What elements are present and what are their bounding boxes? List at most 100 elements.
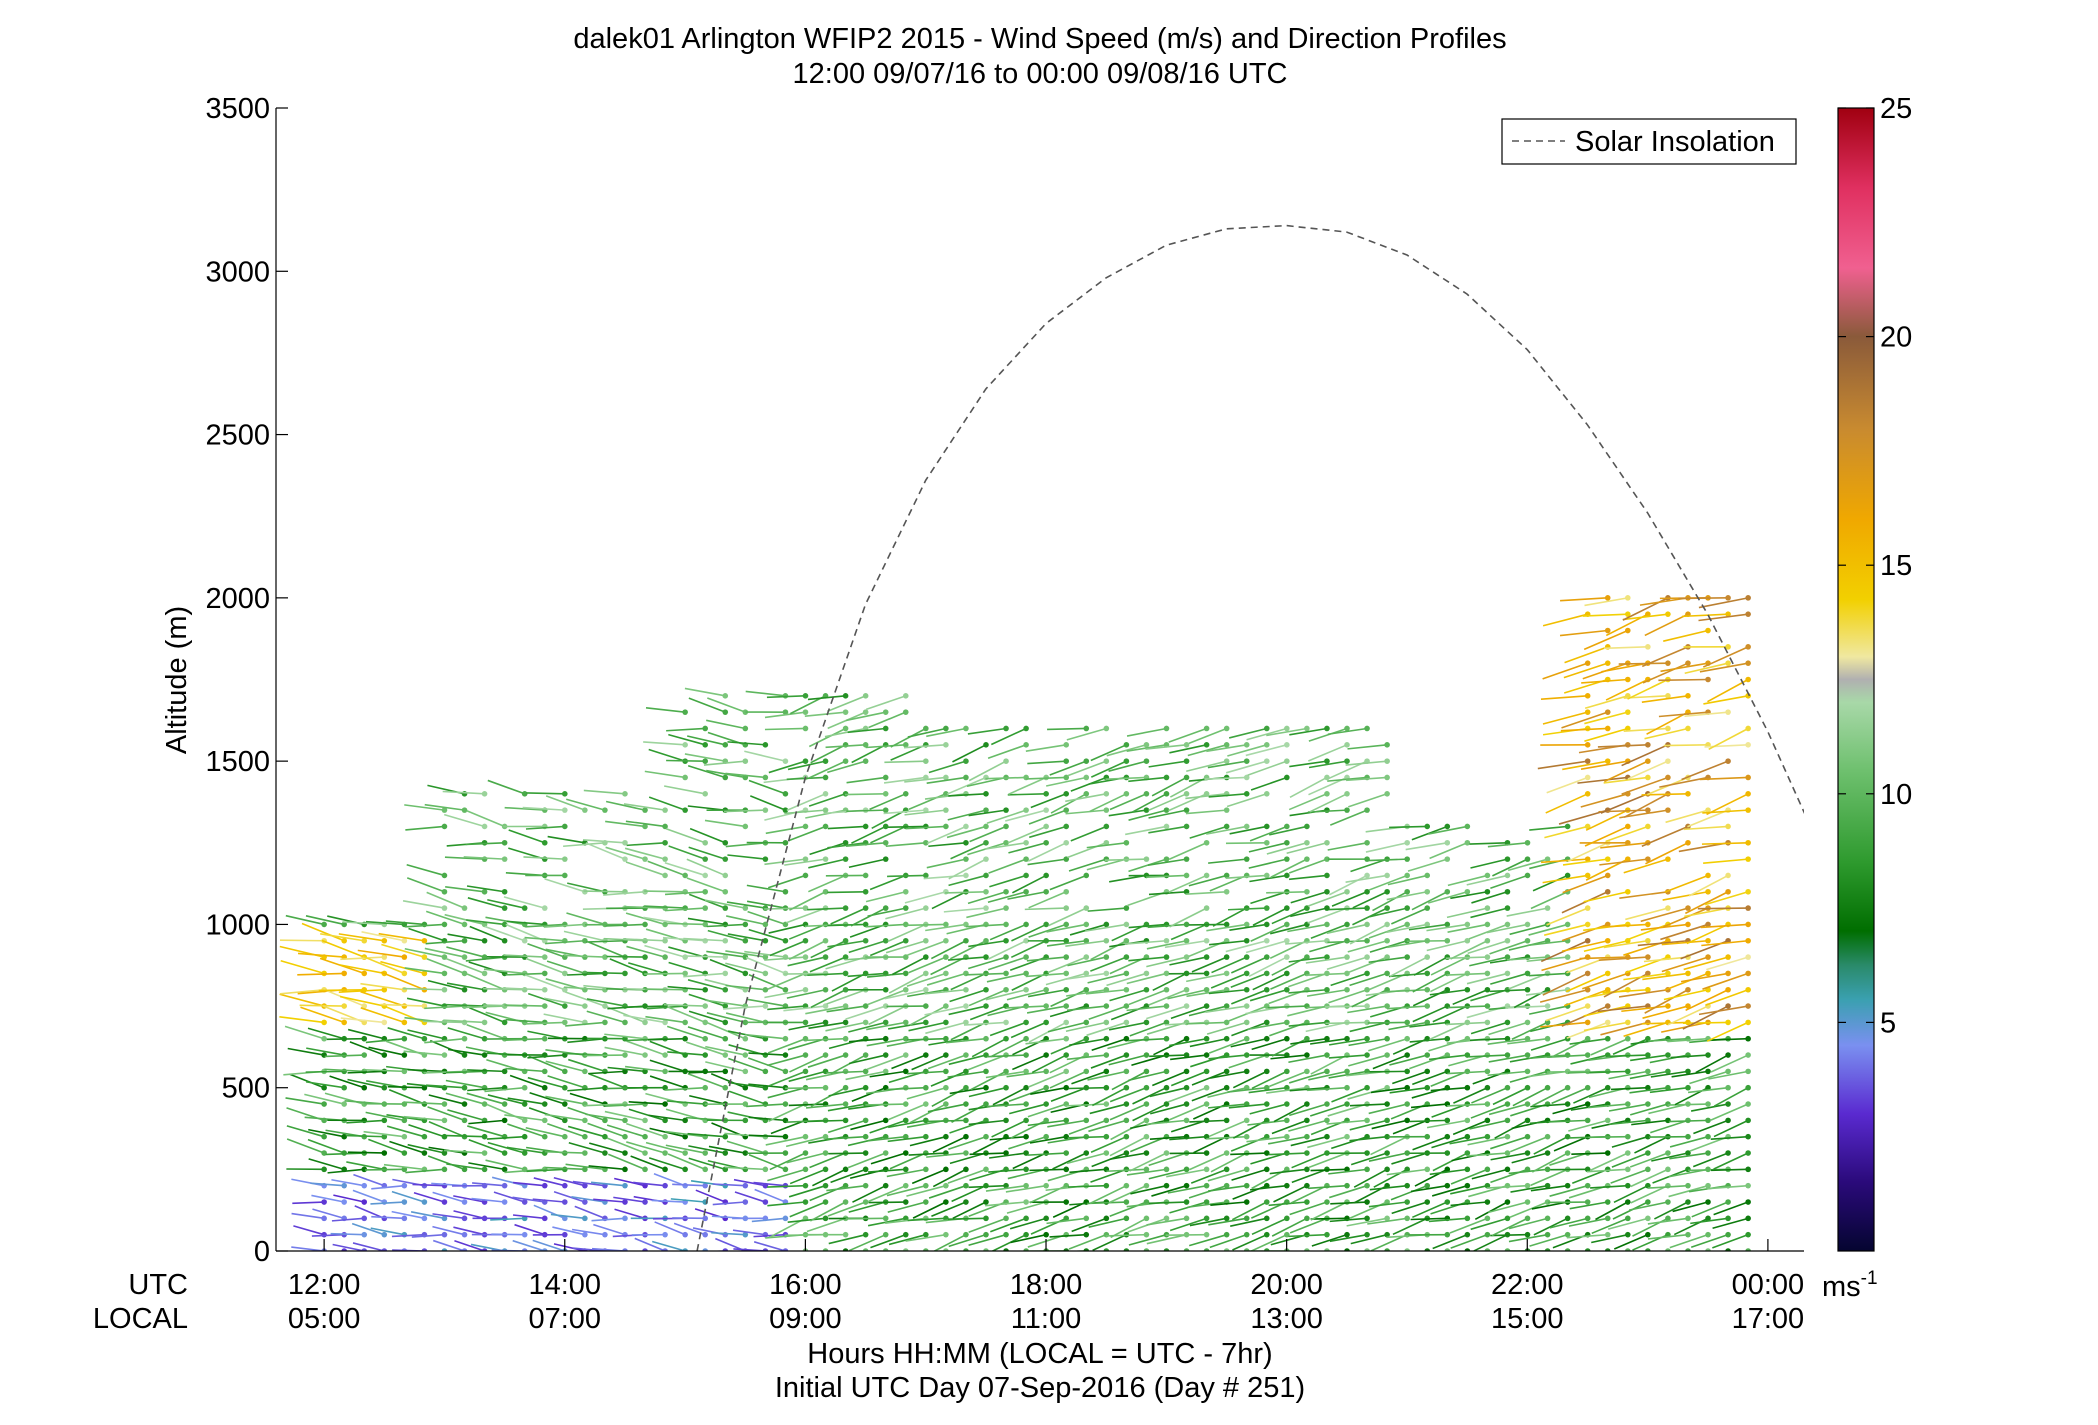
wind-barb-dot <box>1604 595 1611 601</box>
wind-barb-dot <box>1384 742 1390 748</box>
wind-barb <box>410 1211 445 1220</box>
wind-barb <box>1289 1201 1328 1216</box>
wind-barb <box>1530 1184 1568 1192</box>
wind-barb-dot <box>1083 986 1090 993</box>
wind-barb <box>947 1168 987 1184</box>
wind-barb <box>1225 939 1267 953</box>
wind-barb-dot <box>1665 774 1671 781</box>
wind-barb-dot <box>321 921 327 928</box>
wind-barb-dot <box>782 1052 789 1058</box>
wind-barb-dot <box>1023 1117 1029 1124</box>
wind-barb <box>563 841 605 848</box>
wind-barb <box>1610 1086 1648 1091</box>
wind-barb-dot <box>1023 1133 1029 1140</box>
wind-barb <box>906 825 946 830</box>
wind-barb <box>643 741 686 746</box>
wind-barb <box>504 806 545 811</box>
wind-barb <box>1091 1087 1127 1107</box>
wind-barb <box>291 1212 325 1220</box>
wind-barb <box>1251 1217 1288 1236</box>
wind-barb <box>1363 1250 1368 1251</box>
wind-barb-dot <box>1183 1084 1190 1091</box>
wind-barb <box>363 1130 405 1138</box>
wind-barb-dot <box>1223 888 1230 895</box>
wind-barb <box>672 1183 706 1187</box>
wind-barb <box>886 1184 927 1197</box>
wind-barb <box>1488 1201 1528 1214</box>
wind-barb <box>1047 727 1087 731</box>
wind-barb <box>1368 1103 1408 1115</box>
wind-barb-dot <box>481 986 488 993</box>
wind-barb-dot <box>521 1084 528 1091</box>
wind-barb <box>1011 972 1047 991</box>
wind-barb-dot <box>1464 1150 1471 1156</box>
wind-barb-dot <box>1263 905 1270 911</box>
wind-barb <box>428 1120 465 1138</box>
wind-barb <box>628 1101 666 1105</box>
wind-barb <box>788 1021 826 1031</box>
wind-barb <box>588 1070 626 1075</box>
wind-barb <box>1684 907 1729 918</box>
wind-barb <box>1271 907 1308 925</box>
wind-barb-dot <box>862 905 869 911</box>
wind-barb <box>1545 793 1589 814</box>
wind-barb <box>649 1059 686 1073</box>
wind-barb-dot <box>441 1215 448 1222</box>
wind-barb-dot <box>1404 921 1410 928</box>
wind-barb <box>1052 1152 1087 1170</box>
wind-barb <box>1007 825 1047 844</box>
wind-barb-dot <box>902 1019 909 1026</box>
wind-barb <box>869 874 907 891</box>
wind-barb <box>826 988 866 1005</box>
wind-barb-dot <box>1685 905 1691 911</box>
wind-barb <box>1370 1233 1408 1251</box>
wind-barb-dot <box>1524 1231 1531 1238</box>
wind-barb <box>948 1054 987 1066</box>
x-tick-label-utc: 22:00 <box>1491 1269 1564 1301</box>
wind-barb-dot <box>1364 1166 1370 1173</box>
wind-barb <box>1071 1217 1107 1233</box>
wind-barb <box>1208 793 1247 798</box>
wind-barb <box>666 1025 706 1040</box>
wind-barb <box>1430 972 1468 993</box>
wind-barb <box>1068 1119 1107 1135</box>
wind-barb <box>1618 662 1668 665</box>
wind-barb <box>786 907 826 924</box>
wind-barb-dot <box>742 954 749 960</box>
wind-barb-dot <box>662 856 668 862</box>
wind-barb-dot <box>943 937 949 944</box>
wind-barb <box>667 1051 706 1056</box>
wind-barb-dot <box>1103 1084 1110 1091</box>
wind-barb <box>787 760 826 771</box>
wind-barb <box>1090 956 1127 972</box>
wind-barb <box>1190 1168 1227 1184</box>
wind-barb-dot <box>1083 921 1090 928</box>
wind-barb-dot <box>1163 1182 1170 1189</box>
wind-barb-dot <box>1725 1101 1731 1107</box>
wind-barb <box>965 923 1007 928</box>
wind-barb-dot <box>963 725 969 732</box>
wind-barb-dot <box>1304 1150 1310 1156</box>
wind-barb <box>487 1094 525 1105</box>
wind-barb-dot <box>682 1166 688 1173</box>
wind-barb-dot <box>1043 1231 1049 1238</box>
wind-barb-dot <box>842 1231 849 1238</box>
wind-barb-dot <box>622 856 628 862</box>
wind-barb <box>360 982 405 991</box>
wind-barb-dot <box>421 1003 428 1009</box>
wind-barb <box>1713 1152 1749 1170</box>
wind-barb <box>1252 907 1288 926</box>
wind-barb-dot <box>882 839 889 846</box>
wind-barb-dot <box>822 1150 829 1156</box>
wind-barb <box>970 1070 1007 1091</box>
wind-barb-dot <box>501 839 508 846</box>
wind-barb <box>1488 1103 1528 1116</box>
wind-barb <box>1430 1070 1468 1088</box>
wind-barb <box>1287 972 1328 988</box>
wind-barb-dot <box>1123 970 1130 977</box>
wind-barb <box>847 972 886 978</box>
wind-barb <box>1088 1119 1127 1133</box>
wind-barb-dot <box>1324 1068 1330 1075</box>
wind-barb <box>1542 972 1589 996</box>
wind-barb-dot <box>923 1117 929 1124</box>
